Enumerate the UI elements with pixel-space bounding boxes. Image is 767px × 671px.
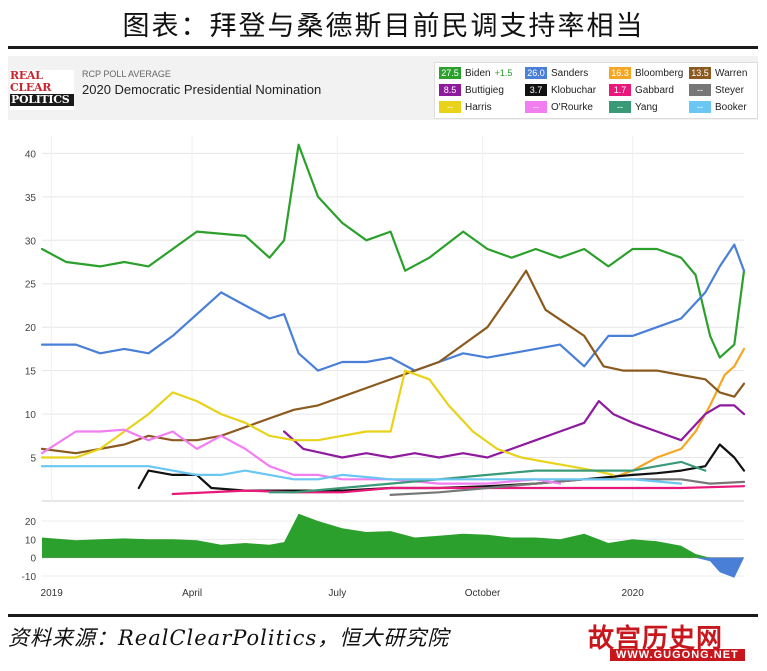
- series-line-harris: [40, 369, 615, 476]
- legend-label: Yang: [635, 101, 658, 113]
- spread-y-tick-label-0: 0: [30, 554, 36, 565]
- x-tick-label-2020: 2020: [622, 588, 645, 599]
- y-tick-label-35: 35: [25, 193, 37, 204]
- series-line-buttigieg: [283, 400, 746, 459]
- legend: 27.5 Biden +1.5 26.0 Sanders 16.3 Bloomberg 13.…: [434, 62, 758, 119]
- y-tick-label-10: 10: [25, 410, 37, 421]
- series-line-yang: [268, 460, 707, 494]
- spread-area-positive: [42, 513, 744, 558]
- legend-label: O'Rourke: [551, 101, 593, 113]
- chart-header: REAL CLEAR POLITICS RCP POLL AVERAGE 202…: [8, 56, 758, 120]
- chart-frame: REAL CLEAR POLITICS RCP POLL AVERAGE 202…: [8, 56, 758, 614]
- source-note: 资料来源：RealClearPolitics，恒大研究院: [8, 626, 450, 650]
- legend-item-orourke[interactable]: -- O'Rourke: [525, 100, 593, 114]
- legend-item-harris[interactable]: -- Harris: [439, 100, 492, 114]
- legend-label: Harris: [465, 101, 492, 113]
- legend-label: Booker: [715, 101, 747, 113]
- series-line-bloomberg: [607, 347, 746, 481]
- x-tick-label-april: April: [182, 588, 202, 599]
- x-tick-label-2019: 2019: [41, 588, 64, 599]
- poll-title: 2020 Democratic Presidential Nomination: [82, 82, 322, 97]
- logo-line-1: REAL: [10, 69, 43, 82]
- legend-label: Klobuchar: [551, 84, 597, 96]
- legend-value: 13.5: [689, 67, 711, 79]
- watermark-url: WWW.GUGONG.NET: [610, 649, 745, 661]
- legend-value: --: [525, 101, 547, 113]
- legend-item-booker[interactable]: -- Booker: [689, 100, 747, 114]
- legend-item-biden[interactable]: 27.5 Biden +1.5: [439, 66, 512, 80]
- figure-title: 图表：拜登与桑德斯目前民调支持率相当: [122, 11, 645, 42]
- legend-label: Sanders: [551, 67, 589, 79]
- legend-value: --: [609, 101, 631, 113]
- series-line-orourke: [40, 428, 562, 485]
- legend-value: 16.3: [609, 67, 631, 79]
- y-tick-label-20: 20: [25, 323, 37, 334]
- y-tick-label-5: 5: [30, 454, 36, 465]
- series-line-biden: [40, 143, 746, 359]
- legend-item-gabbard[interactable]: 1.7 Gabbard: [609, 83, 674, 97]
- legend-value: 3.7: [525, 84, 547, 96]
- y-tick-label-40: 40: [25, 149, 37, 160]
- legend-value: --: [689, 101, 711, 113]
- legend-item-klobuchar[interactable]: 3.7 Klobuchar: [525, 83, 596, 97]
- legend-value: --: [689, 84, 711, 96]
- legend-item-yang[interactable]: -- Yang: [609, 100, 658, 114]
- series-line-booker: [40, 465, 683, 485]
- legend-item-buttigieg[interactable]: 8.5 Buttigieg: [439, 83, 504, 97]
- spread-y-tick-label--10: -10: [22, 572, 37, 583]
- source-rule: [8, 614, 758, 617]
- legend-value: 27.5: [439, 67, 461, 79]
- series-line-warren: [40, 269, 746, 455]
- legend-value: --: [439, 101, 461, 113]
- logo-line-2: CLEAR: [10, 81, 52, 94]
- legend-value: 1.7: [609, 84, 631, 96]
- spread-y-tick-label-20: 20: [25, 517, 37, 528]
- legend-label: Biden: [465, 67, 491, 79]
- rcp-logo[interactable]: REAL CLEAR POLITICS: [10, 70, 74, 110]
- legend-label: Bloomberg: [635, 67, 684, 79]
- legend-label: Gabbard: [635, 84, 674, 96]
- x-tick-label-october: October: [465, 588, 501, 599]
- legend-item-warren[interactable]: 13.5 Warren: [689, 66, 747, 80]
- watermark: 故宫历史网 WWW.GUGONG.NET: [588, 618, 760, 664]
- y-tick-label-30: 30: [25, 236, 37, 247]
- spread-y-tick-label-10: 10: [25, 535, 37, 546]
- legend-item-sanders[interactable]: 26.0 Sanders: [525, 66, 588, 80]
- x-tick-label-july: July: [328, 588, 346, 599]
- legend-value: 8.5: [439, 84, 461, 96]
- y-tick-label-25: 25: [25, 280, 37, 291]
- legend-label: Warren: [715, 67, 748, 79]
- legend-label: Steyer: [715, 84, 744, 96]
- y-tick-label-15: 15: [25, 367, 37, 378]
- legend-spread: +1.5: [494, 68, 513, 78]
- poll-subtitle: RCP POLL AVERAGE: [82, 69, 171, 79]
- legend-item-bloomberg[interactable]: 16.3 Bloomberg: [609, 66, 683, 80]
- legend-label: Buttigieg: [465, 84, 504, 96]
- poll-chart: 5 10 15 20 25 30 35 40 -10 0 10 20 2019 April July Octo…: [22, 136, 746, 599]
- title-rule: [8, 46, 758, 49]
- logo-line-3: POLITICS: [10, 94, 74, 106]
- legend-value: 26.0: [525, 67, 547, 79]
- legend-item-steyer[interactable]: -- Steyer: [689, 83, 744, 97]
- series-line-sanders: [40, 243, 746, 372]
